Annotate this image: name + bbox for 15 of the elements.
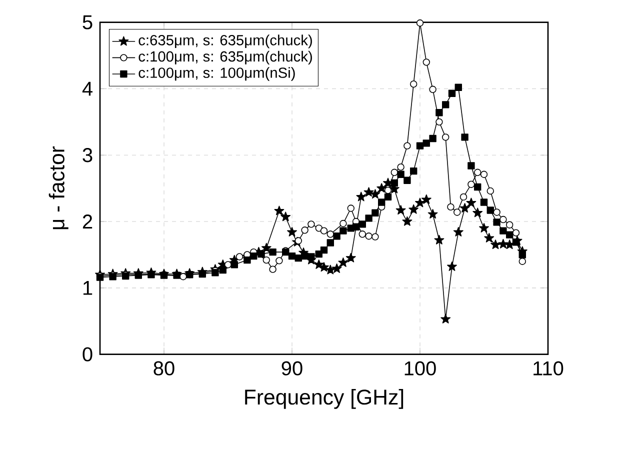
x-tick-label: 80 [154,361,174,376]
y-tick-label: 4 [82,82,92,96]
x-tick-label: 110 [534,361,564,376]
y-axis-title: μ - factor [48,146,68,230]
legend-label: c:100μm, s: 100μm(nSi) [138,67,295,81]
x-tick-label: 100 [404,361,436,376]
legend-label: c:635μm, s: 635μm(chuck) [138,34,312,48]
legend-label: c:100μm, s: 635μm(chuck) [138,50,312,65]
y-tick-label: 3 [82,148,92,162]
y-tick-label: 0 [82,347,92,362]
y-tick-label: 2 [82,214,92,229]
y-tick-label: 5 [82,15,92,30]
x-axis-title: Frequency [GHz] [245,389,404,409]
x-tick-label: 90 [282,361,302,376]
y-tick-label: 1 [83,281,92,295]
